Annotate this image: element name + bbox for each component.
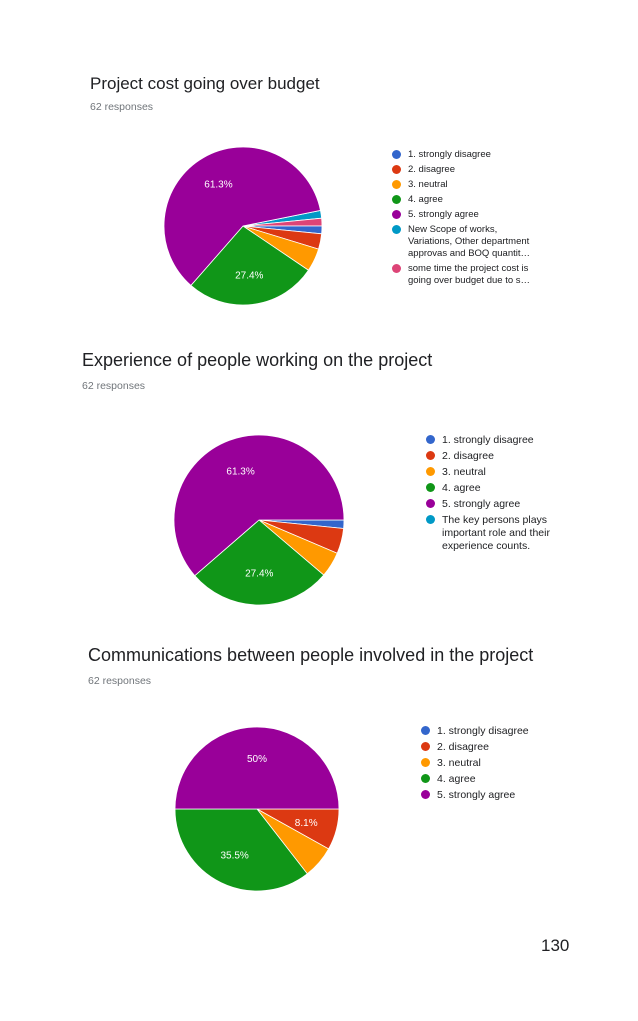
legend-label: 3. neutral <box>437 757 481 769</box>
chart-legend: 1. strongly disagree 2. disagree 3. neutra… <box>392 149 542 290</box>
legend-item: 2. disagree <box>421 741 561 754</box>
legend-label: 1. strongly disagree <box>437 725 529 737</box>
legend-item: 4. agree <box>392 194 542 206</box>
legend-item: New Scope of works, Variations, Other de… <box>392 224 542 260</box>
legend-item: 3. neutral <box>421 757 561 770</box>
legend-swatch <box>421 774 430 783</box>
legend-swatch <box>426 467 435 476</box>
legend-label: 2. disagree <box>408 164 456 175</box>
legend-label: 5. strongly agree <box>408 209 479 220</box>
pie-slice-5 <box>173 434 345 577</box>
legend-label: New Scope of works, Variations, Other de… <box>408 224 530 259</box>
pie-chart: 27.4% 61.3% <box>173 434 345 606</box>
legend-label: The key persons plays important role and… <box>442 514 550 552</box>
legend-swatch <box>421 742 430 751</box>
pie-chart: 27.4% 61.3% <box>163 146 323 306</box>
legend-swatch <box>392 210 401 219</box>
pie-slice-5 <box>163 146 321 286</box>
legend-item: 4. agree <box>421 773 561 786</box>
page-number: 130 <box>541 936 570 955</box>
pie-data-label: 61.3% <box>204 180 232 191</box>
legend-item: 5. strongly agree <box>426 498 566 511</box>
pie-slice-4 <box>174 808 308 892</box>
legend-swatch <box>392 180 401 189</box>
legend-label: 4. agree <box>408 194 443 205</box>
chart-subtitle: 62 responses <box>90 101 154 113</box>
legend-item: 3. neutral <box>426 466 566 479</box>
chart-title: Communications between people involved i… <box>88 645 534 665</box>
legend-item: some time the project cost is going over… <box>392 263 542 287</box>
pie-data-label: 61.3% <box>226 467 254 478</box>
chart-block-2: Experience of people working on the proj… <box>0 0 638 606</box>
pie-data-label: 35.5% <box>220 851 248 862</box>
chart-legend: 1. strongly disagree 2. disagree 3. neutra… <box>421 725 561 805</box>
chart-block-1: Project cost going over budget 62 respon… <box>0 0 638 330</box>
legend-label: 3. neutral <box>442 466 486 478</box>
legend-swatch <box>421 790 430 799</box>
legend-swatch <box>426 451 435 460</box>
legend-item: 1. strongly disagree <box>421 725 561 738</box>
legend-label: some time the project cost is going over… <box>408 263 531 286</box>
pie-slice-4 <box>190 225 310 306</box>
chart-title: Project cost going over budget <box>90 74 320 93</box>
legend-item: 2. disagree <box>392 164 542 176</box>
legend-item: 2. disagree <box>426 450 566 463</box>
chart-subtitle: 62 responses <box>82 380 146 392</box>
legend-item: 1. strongly disagree <box>392 149 542 161</box>
legend-label: 5. strongly agree <box>442 498 521 510</box>
legend-item: 5. strongly agree <box>421 789 561 802</box>
legend-swatch <box>421 758 430 767</box>
legend-swatch <box>426 435 435 444</box>
pie-slice-4 <box>194 519 325 606</box>
pie-data-label: 50% <box>247 754 267 765</box>
legend-item: 3. neutral <box>392 179 542 191</box>
pie-slice-5 <box>174 726 340 810</box>
chart-title: Experience of people working on the proj… <box>82 350 433 370</box>
legend-swatch <box>426 483 435 492</box>
legend-swatch <box>421 726 430 735</box>
pie-data-label: 27.4% <box>245 569 273 580</box>
legend-label: 4. agree <box>437 773 476 785</box>
legend-swatch <box>426 499 435 508</box>
legend-label: 1. strongly disagree <box>408 149 491 160</box>
legend-label: 1. strongly disagree <box>442 434 534 446</box>
legend-label: 2. disagree <box>437 741 489 753</box>
pie-chart: 8.1% 35.5% 50% <box>174 726 340 892</box>
legend-label: 3. neutral <box>408 179 448 190</box>
legend-swatch <box>392 165 401 174</box>
legend-item: 4. agree <box>426 482 566 495</box>
legend-label: 5. strongly agree <box>437 789 516 801</box>
pie-data-label: 8.1% <box>295 818 318 829</box>
legend-swatch <box>392 195 401 204</box>
legend-label: 4. agree <box>442 482 481 494</box>
legend-item: 5. strongly agree <box>392 209 542 221</box>
legend-swatch <box>392 225 401 234</box>
chart-legend: 1. strongly disagree 2. disagree 3. neutra… <box>426 434 566 556</box>
legend-swatch <box>392 150 401 159</box>
chart-subtitle: 62 responses <box>88 675 152 687</box>
legend-swatch <box>392 264 401 273</box>
legend-item: 1. strongly disagree <box>426 434 566 447</box>
chart-block-3: Communications between people involved i… <box>0 0 638 892</box>
legend-label: 2. disagree <box>442 450 494 462</box>
legend-swatch <box>426 515 435 524</box>
pie-data-label: 27.4% <box>235 271 263 282</box>
legend-item: The key persons plays important role and… <box>426 514 566 553</box>
